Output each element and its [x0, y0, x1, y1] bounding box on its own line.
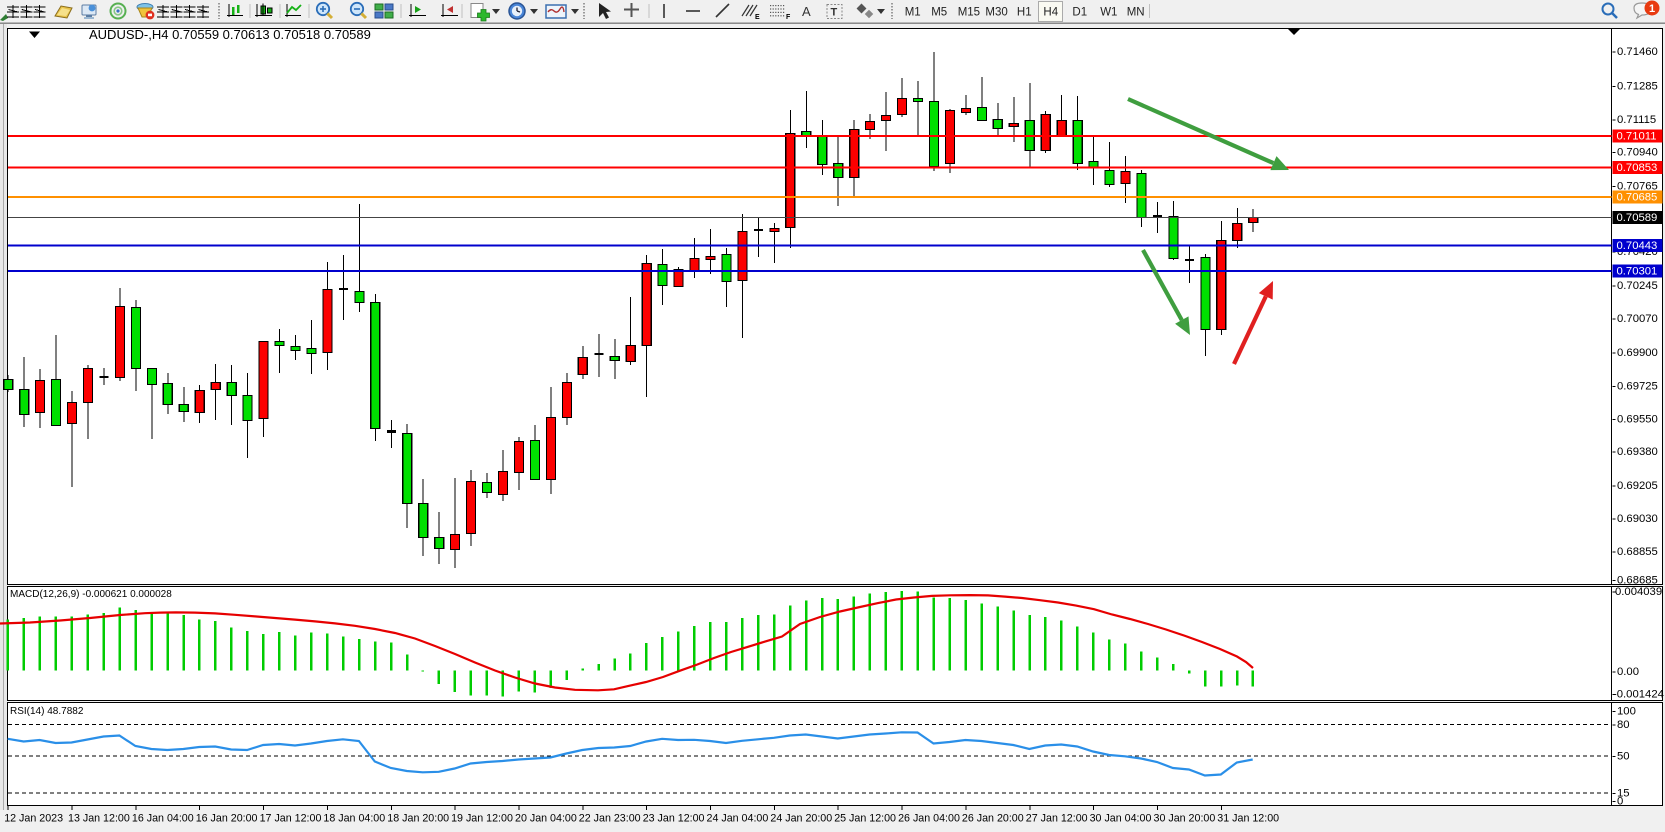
svg-text:-0.001424: -0.001424	[1613, 689, 1664, 701]
svg-text:0.70853: 0.70853	[1617, 162, 1658, 174]
svg-text:20 Jan 04:00: 20 Jan 04:00	[515, 813, 577, 825]
svg-text:0.71460: 0.71460	[1617, 46, 1658, 58]
svg-text:0.70443: 0.70443	[1617, 240, 1658, 252]
svg-text:F: F	[786, 14, 791, 21]
svg-text:AUDUSD-,H4 0.70559 0.70613 0.: AUDUSD-,H4 0.70559 0.70613 0.70518 0.705…	[89, 27, 371, 42]
svg-text:30 Jan 20:00: 30 Jan 20:00	[1154, 813, 1216, 825]
svg-text:0.70765: 0.70765	[1617, 181, 1658, 193]
svg-text:26 Jan 04:00: 26 Jan 04:00	[898, 813, 960, 825]
svg-text:0.70070: 0.70070	[1617, 313, 1658, 325]
svg-text:M1: M1	[905, 7, 921, 19]
svg-text:17 Jan 12:00: 17 Jan 12:00	[260, 813, 322, 825]
svg-text:H1: H1	[1017, 7, 1032, 19]
svg-text:18 Jan 04:00: 18 Jan 04:00	[323, 813, 385, 825]
svg-text:0.69030: 0.69030	[1617, 513, 1658, 525]
svg-text:0.68855: 0.68855	[1617, 546, 1658, 558]
svg-text:31 Jan 12:00: 31 Jan 12:00	[1217, 813, 1279, 825]
svg-text:30 Jan 04:00: 30 Jan 04:00	[1090, 813, 1152, 825]
svg-text:0.70940: 0.70940	[1617, 147, 1658, 159]
svg-text:24 Jan 20:00: 24 Jan 20:00	[770, 813, 832, 825]
svg-text:M5: M5	[931, 7, 947, 19]
svg-text:25 Jan 12:00: 25 Jan 12:00	[834, 813, 896, 825]
svg-text:E: E	[755, 14, 760, 21]
svg-text:RSI(14) 48.7882: RSI(14) 48.7882	[10, 706, 84, 717]
svg-text:0.69900: 0.69900	[1617, 347, 1658, 359]
svg-text:H4: H4	[1043, 7, 1058, 19]
svg-text:1: 1	[1649, 3, 1655, 15]
svg-text:T: T	[831, 7, 838, 19]
svg-text:M15: M15	[958, 7, 980, 19]
svg-text:0.70589: 0.70589	[1617, 212, 1658, 224]
svg-text:0.69380: 0.69380	[1617, 446, 1658, 458]
svg-text:M30: M30	[985, 7, 1007, 19]
svg-text:80: 80	[1617, 719, 1630, 731]
svg-text:0.00: 0.00	[1617, 666, 1639, 678]
svg-text:0.69550: 0.69550	[1617, 414, 1658, 426]
svg-text:0.69205: 0.69205	[1617, 480, 1658, 492]
svg-text:16 Jan 20:00: 16 Jan 20:00	[196, 813, 258, 825]
svg-text:0.71115: 0.71115	[1617, 114, 1656, 126]
svg-text:23 Jan 12:00: 23 Jan 12:00	[643, 813, 705, 825]
svg-text:A: A	[802, 4, 811, 19]
svg-text:16 Jan 04:00: 16 Jan 04:00	[132, 813, 194, 825]
svg-text:0.70301: 0.70301	[1617, 266, 1658, 278]
svg-text:D1: D1	[1072, 7, 1087, 19]
svg-text:19 Jan 12:00: 19 Jan 12:00	[451, 813, 513, 825]
svg-text:W1: W1	[1100, 7, 1117, 19]
svg-text:0: 0	[1617, 796, 1623, 808]
svg-text:22 Jan 23:00: 22 Jan 23:00	[579, 813, 641, 825]
svg-text:0.71285: 0.71285	[1617, 80, 1658, 92]
svg-text:100: 100	[1617, 706, 1636, 718]
svg-text:24 Jan 04:00: 24 Jan 04:00	[707, 813, 769, 825]
svg-text:15: 15	[1617, 788, 1630, 800]
svg-text:0.68685: 0.68685	[1617, 575, 1658, 587]
svg-text:27 Jan 12:00: 27 Jan 12:00	[1026, 813, 1088, 825]
svg-text:0.004039: 0.004039	[1615, 586, 1662, 598]
svg-text:MN: MN	[1127, 7, 1145, 19]
svg-text:0.69725: 0.69725	[1617, 380, 1658, 392]
svg-text:13 Jan 12:00: 13 Jan 12:00	[68, 813, 130, 825]
svg-text:0.70245: 0.70245	[1617, 280, 1658, 292]
svg-text:26 Jan 20:00: 26 Jan 20:00	[962, 813, 1024, 825]
svg-text:0.70685: 0.70685	[1617, 192, 1658, 204]
svg-text:12 Jan 2023: 12 Jan 2023	[4, 813, 63, 825]
svg-text:MACD(12,26,9) -0.000621 0.0000: MACD(12,26,9) -0.000621 0.000028	[10, 589, 172, 600]
svg-text:18 Jan 20:00: 18 Jan 20:00	[387, 813, 449, 825]
svg-text:0.71011: 0.71011	[1617, 131, 1657, 143]
svg-text:50: 50	[1617, 751, 1630, 763]
